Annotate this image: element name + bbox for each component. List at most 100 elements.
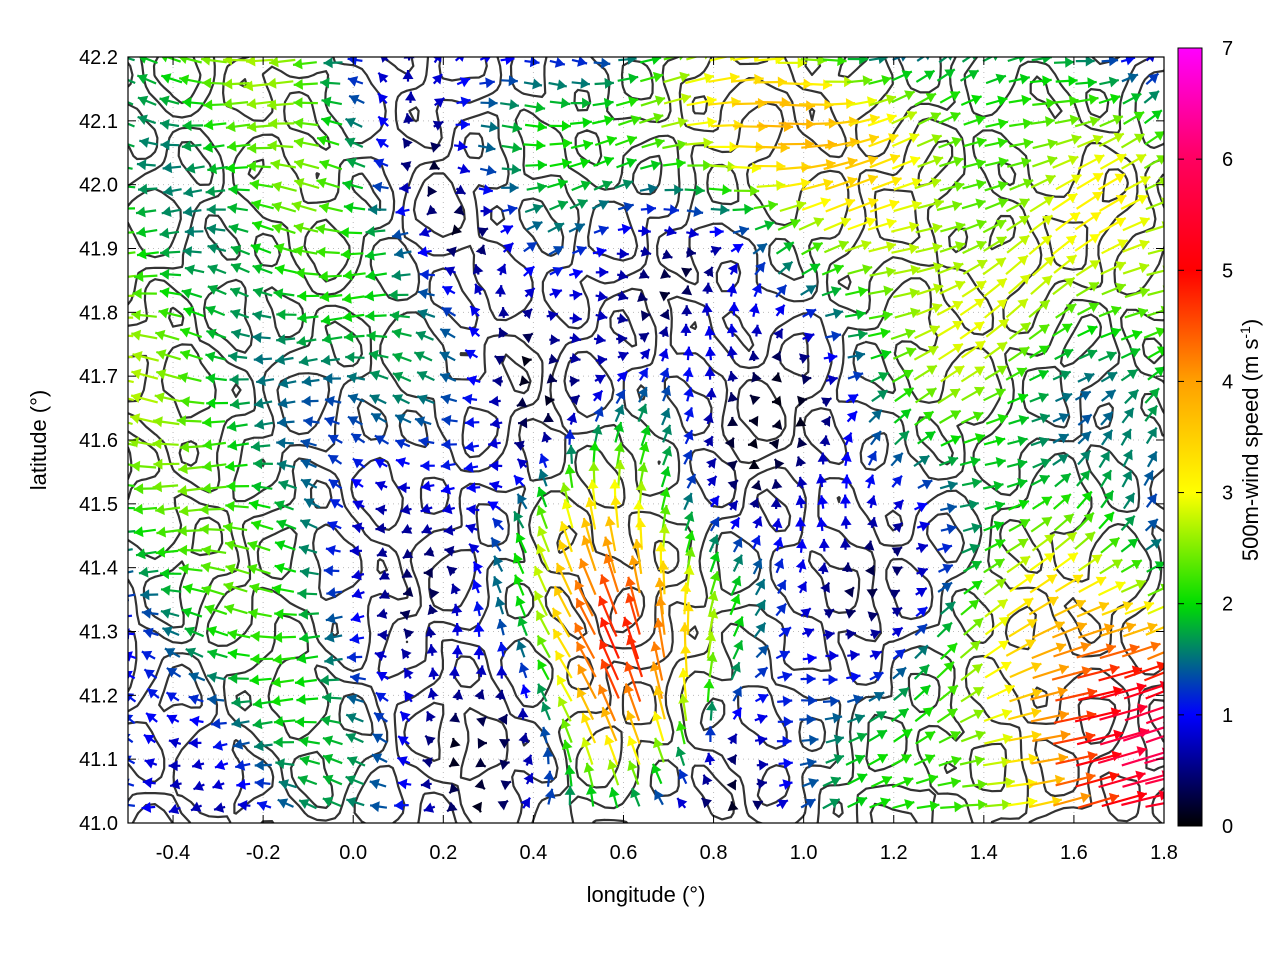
wind-arrow-head xyxy=(225,121,236,133)
wind-arrow xyxy=(1052,413,1070,423)
wind-arrow-head xyxy=(230,308,241,320)
wind-arrow xyxy=(251,220,274,232)
wind-arrow xyxy=(231,328,250,340)
wind-arrow-head xyxy=(768,200,778,211)
wind-arrow-head xyxy=(247,540,258,551)
wind-arrow xyxy=(747,438,758,449)
wind-arrow-head xyxy=(276,309,286,321)
wind-arrow-head xyxy=(1115,195,1127,205)
wind-arrow xyxy=(638,367,649,381)
wind-arrow-head xyxy=(276,334,286,345)
wind-arrow xyxy=(841,474,853,489)
wind-arrow-head xyxy=(227,439,238,451)
wind-arrow-head xyxy=(1164,601,1174,611)
wind-arrow xyxy=(1143,155,1164,170)
wind-arrow-head xyxy=(293,58,303,70)
wind-arrow-head xyxy=(243,80,254,92)
wind-arrow xyxy=(548,79,568,91)
wind-arrow xyxy=(637,462,649,488)
wind-arrow-head xyxy=(548,353,559,365)
wind-arrow-head xyxy=(748,438,758,449)
wind-arrow-head xyxy=(995,219,1007,230)
wind-arrow-head xyxy=(343,202,354,214)
wind-arrow xyxy=(891,90,916,104)
wind-arrow xyxy=(549,97,571,109)
wind-arrow-head xyxy=(846,411,857,422)
wind-arrow-head xyxy=(947,456,958,467)
wind-arrow-head xyxy=(885,94,896,105)
wind-arrow-head xyxy=(469,327,480,338)
wind-arrow-head xyxy=(389,310,400,322)
wind-arrow xyxy=(251,481,273,493)
wind-arrow-head xyxy=(560,97,571,109)
wind-arrow xyxy=(250,519,274,531)
wind-arrow-head xyxy=(867,451,877,462)
wind-arrow-head xyxy=(727,480,738,491)
wind-arrow xyxy=(592,246,607,258)
wind-arrow-head xyxy=(923,70,935,81)
wind-arrow xyxy=(375,522,387,534)
wind-arrow-head xyxy=(1092,134,1103,145)
wind-arrow xyxy=(663,93,692,105)
wind-arrow-head xyxy=(254,397,264,409)
wind-arrow xyxy=(366,330,388,342)
wind-arrow-head xyxy=(1040,458,1051,469)
wind-arrow xyxy=(548,245,564,256)
wind-arrow-head xyxy=(424,546,435,557)
wind-arrow xyxy=(1124,175,1151,192)
wind-arrow xyxy=(658,348,669,362)
wind-arrow-head xyxy=(316,246,326,258)
wind-arrow xyxy=(137,114,157,125)
wind-arrow-head xyxy=(152,481,162,493)
wind-arrow xyxy=(226,140,251,152)
wind-arrow-shaft xyxy=(1145,225,1164,234)
wind-arrow-head xyxy=(159,287,170,298)
wind-arrow-head xyxy=(1039,300,1050,311)
wind-arrow-head xyxy=(840,494,851,504)
wind-arrow xyxy=(466,504,480,516)
wind-arrow-head xyxy=(373,158,385,169)
wind-arrow xyxy=(868,409,883,423)
wind-arrow-head xyxy=(395,457,406,468)
wind-arrow xyxy=(162,162,182,174)
wind-arrow xyxy=(501,75,518,87)
wind-arrow-head xyxy=(883,285,894,297)
wind-arrow xyxy=(682,449,693,465)
wind-arrow-head xyxy=(660,408,671,419)
wind-arrow xyxy=(514,440,525,451)
wind-arrow-head xyxy=(182,120,192,132)
wind-arrow xyxy=(137,183,158,195)
wind-arrow xyxy=(549,158,572,170)
wind-arrow-head xyxy=(376,547,388,558)
wind-arrow-head xyxy=(426,204,438,215)
wind-arrow-head xyxy=(1058,433,1069,444)
wind-arrow-head xyxy=(659,368,670,379)
wind-arrow xyxy=(1008,73,1031,85)
wind-arrow-head xyxy=(830,286,842,297)
wind-arrow xyxy=(891,155,921,170)
wind-arrow xyxy=(726,283,738,297)
wind-arrow xyxy=(658,326,669,338)
wind-arrow xyxy=(1120,57,1136,66)
wind-arrow-head xyxy=(995,236,1007,247)
wind-arrow xyxy=(1074,390,1092,401)
wind-arrow xyxy=(246,160,271,172)
wind-arrow-head xyxy=(995,435,1006,447)
wind-arrow-head xyxy=(521,355,532,367)
wind-arrow-head xyxy=(1060,473,1071,484)
wind-arrow-head xyxy=(795,417,807,427)
wind-arrow xyxy=(797,395,808,407)
wind-arrow-head xyxy=(799,353,810,364)
wind-arrow-head xyxy=(1148,91,1159,101)
x-tick-label: 0.2 xyxy=(429,842,457,864)
wind-arrow-head xyxy=(1154,366,1164,377)
wind-arrow xyxy=(1028,299,1051,318)
wind-arrow-head xyxy=(524,288,535,299)
wind-arrow-head xyxy=(415,330,427,341)
wind-arrow-head xyxy=(432,57,442,63)
wind-arrow-head xyxy=(519,375,530,386)
wind-arrow-head xyxy=(1122,470,1132,481)
wind-arrow-head xyxy=(538,469,549,480)
wind-arrow xyxy=(749,497,760,509)
wind-arrow xyxy=(616,333,628,345)
